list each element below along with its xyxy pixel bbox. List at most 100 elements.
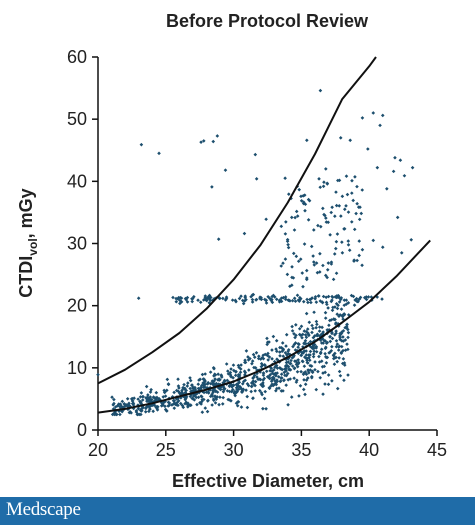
data-point: [304, 311, 309, 316]
data-point: [310, 370, 315, 375]
data-point: [136, 397, 140, 401]
data-point: [292, 228, 297, 232]
data-point: [228, 370, 233, 375]
data-point: [357, 297, 362, 301]
data-point: [125, 397, 130, 401]
data-point: [237, 296, 242, 301]
data-point: [243, 373, 247, 377]
data-point: [286, 348, 291, 352]
data-point: [200, 410, 205, 415]
data-point: [288, 361, 293, 366]
data-point: [341, 329, 346, 333]
data-point: [239, 294, 243, 299]
data-point: [330, 336, 335, 341]
data-point: [402, 173, 407, 178]
data-point: [225, 389, 230, 393]
data-point: [261, 406, 265, 411]
data-point: [147, 409, 151, 414]
data-point: [303, 382, 308, 387]
data-point: [224, 362, 229, 366]
data-point: [357, 239, 362, 243]
data-point: [308, 339, 313, 344]
data-point: [221, 395, 225, 400]
data-point: [245, 394, 249, 399]
data-point: [286, 242, 290, 247]
data-point: [210, 403, 214, 407]
data-point: [279, 299, 284, 304]
data-point: [307, 355, 311, 360]
data-point: [360, 263, 364, 268]
data-point: [300, 332, 305, 337]
data-point: [322, 180, 326, 185]
data-point: [334, 301, 339, 306]
data-point: [346, 301, 351, 305]
data-point: [333, 356, 337, 360]
data-point: [131, 403, 136, 407]
data-point: [249, 294, 253, 299]
data-point: [219, 375, 224, 379]
data-point: [321, 184, 326, 189]
data-point: [157, 396, 161, 401]
data-point: [227, 389, 232, 394]
data-point: [326, 261, 331, 265]
data-point: [191, 385, 195, 389]
data-point: [297, 394, 301, 398]
data-point: [279, 376, 283, 380]
data-point: [136, 406, 141, 411]
data-point: [194, 395, 199, 400]
data-point: [211, 139, 216, 144]
data-point: [146, 399, 150, 403]
data-point: [315, 332, 320, 337]
data-point: [307, 371, 311, 375]
data-point: [303, 208, 307, 213]
data-point: [161, 395, 166, 399]
data-point: [378, 123, 382, 128]
data-point: [127, 403, 131, 408]
data-point: [336, 348, 341, 352]
data-point: [360, 116, 365, 120]
data-point: [330, 294, 334, 299]
data-point: [309, 300, 313, 305]
data-point: [252, 373, 257, 378]
data-point: [310, 296, 314, 300]
data-point: [239, 405, 244, 409]
data-point: [204, 298, 208, 302]
data-point: [134, 410, 139, 414]
data-point: [230, 298, 235, 302]
data-point: [309, 244, 314, 249]
data-point: [292, 376, 296, 381]
data-point: [271, 334, 276, 339]
data-point: [284, 332, 289, 337]
data-point: [231, 387, 235, 392]
data-point: [337, 300, 342, 304]
medscape-logo[interactable]: Medscape: [6, 499, 81, 520]
y-tick-label: 30: [67, 234, 87, 254]
data-point: [179, 300, 184, 304]
data-point: [129, 411, 133, 415]
data-point: [334, 239, 339, 244]
data-point: [193, 388, 198, 393]
data-point: [197, 378, 201, 382]
data-point: [218, 395, 222, 400]
data-point: [270, 300, 275, 305]
data-point: [174, 296, 178, 301]
data-point: [335, 359, 339, 364]
data-point: [127, 410, 132, 415]
scatter-points: [96, 88, 415, 417]
data-point: [216, 378, 220, 382]
data-point: [262, 376, 267, 381]
data-point: [295, 214, 300, 218]
data-point: [289, 395, 294, 399]
data-point: [285, 352, 289, 357]
data-point: [240, 381, 245, 386]
data-point: [324, 361, 329, 365]
data-point: [237, 365, 241, 370]
data-point: [111, 407, 116, 411]
data-point: [138, 400, 143, 404]
data-point: [226, 372, 231, 376]
data-point: [189, 389, 194, 393]
data-point: [179, 396, 183, 400]
data-point: [139, 142, 144, 147]
data-point: [265, 374, 270, 379]
data-point: [234, 299, 238, 304]
